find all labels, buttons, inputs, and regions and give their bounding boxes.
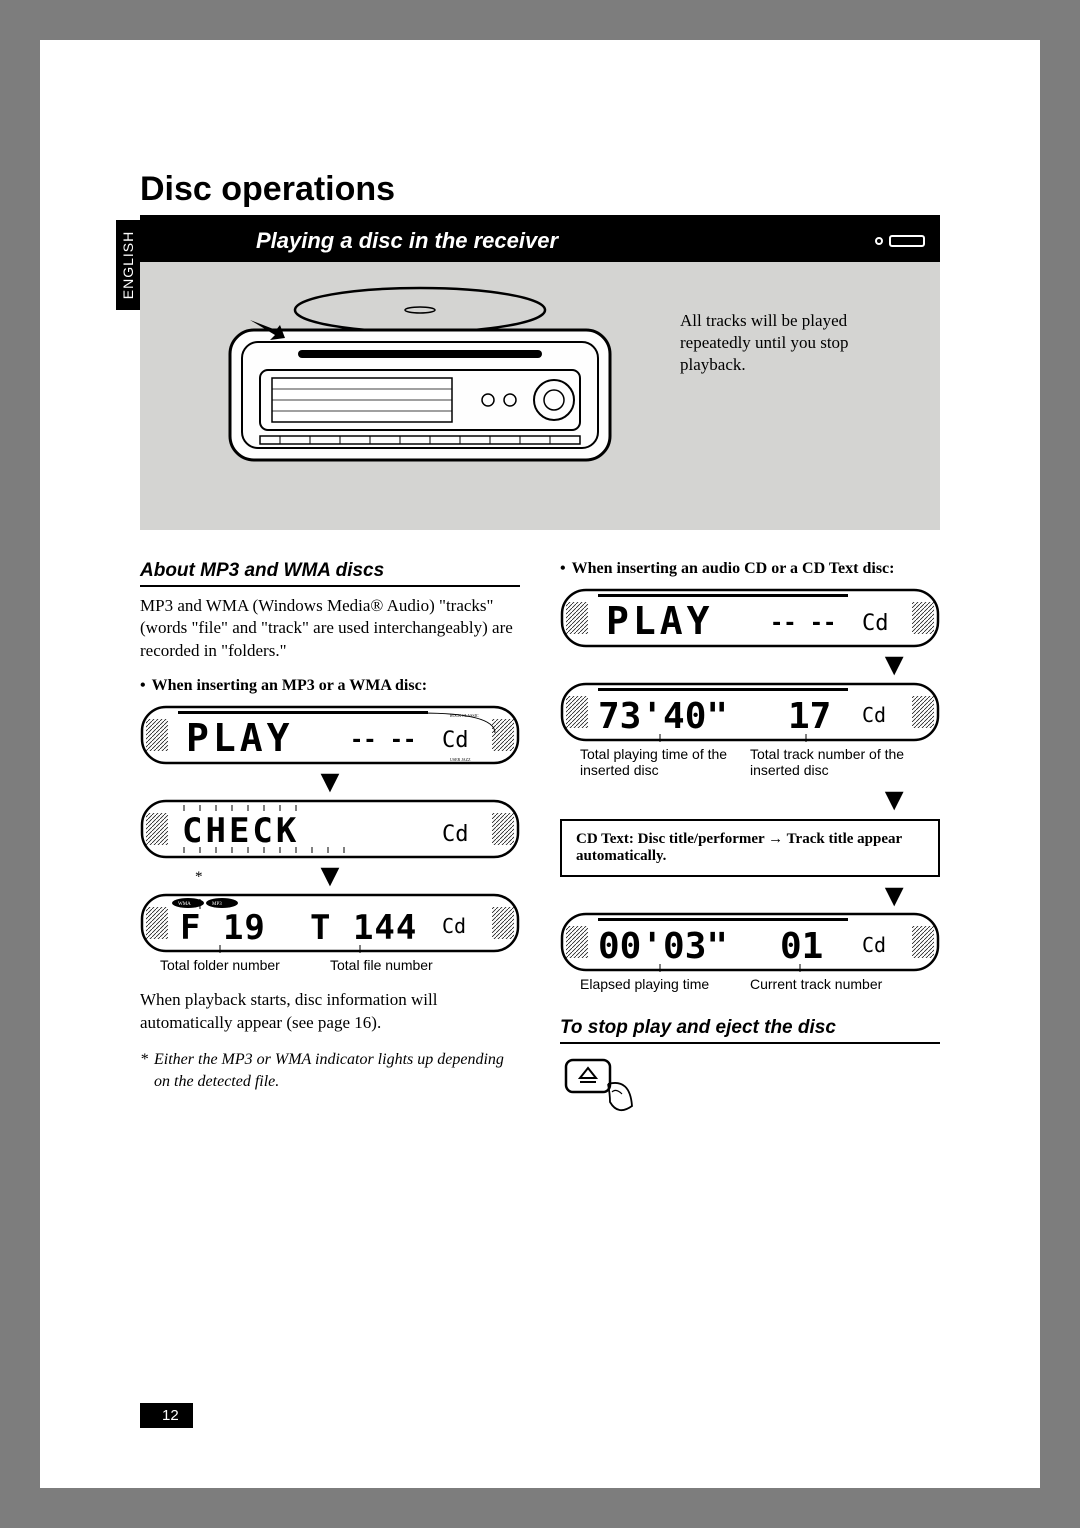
cd-text-box: CD Text: Disc title/performer → Track ti…: [560, 819, 940, 877]
caption-total-file: Total file number: [330, 957, 500, 974]
svg-text:-- --: -- --: [770, 611, 836, 636]
caption-elapsed: Elapsed playing time Current track numbe…: [560, 976, 940, 993]
svg-text:73'40": 73'40": [598, 696, 728, 737]
display-folder-file: WMA MP3 F 19 T 144 Cd: [140, 893, 520, 953]
svg-text:17: 17: [788, 696, 831, 737]
manual-page: Disc operations ENGLISH Playing a disc i…: [40, 40, 1040, 1488]
caption-playing-time: Total playing time of the inserted disc: [580, 746, 750, 780]
page-title: Disc operations: [140, 170, 940, 209]
svg-text:PLAY: PLAY: [186, 716, 294, 760]
mp3-wma-bullet: When inserting an MP3 or a WMA disc:: [140, 677, 520, 695]
page-number: 12: [140, 1403, 193, 1428]
disc-hole-icon: [875, 237, 883, 245]
mp3-wma-footnote: * Either the MP3 or WMA indicator lights…: [140, 1049, 520, 1092]
display-check: CHECK Cd: [140, 799, 520, 859]
content-columns: About MP3 and WMA discs MP3 and WMA (Win…: [140, 560, 940, 1129]
svg-text:Cd: Cd: [862, 933, 886, 957]
svg-text:-- --: -- --: [350, 728, 416, 753]
arrow-down-icon: ▼: [560, 883, 940, 909]
display-elapsed: 00'03" 01 Cd: [560, 912, 940, 972]
caption-total-time: Total playing time of the inserted disc …: [560, 746, 940, 780]
audio-cd-bullet: When inserting an audio CD or a CD Text …: [560, 560, 940, 578]
language-tab: ENGLISH: [116, 220, 140, 310]
arrow-down-icon: ▼: [560, 652, 940, 678]
bullet-text: When inserting an audio CD or a CD Text …: [572, 560, 895, 578]
svg-text:Cd: Cd: [442, 822, 469, 847]
footnote-text: Either the MP3 or WMA indicator lights u…: [154, 1049, 520, 1092]
svg-text:MP3: MP3: [212, 902, 222, 907]
language-label: ENGLISH: [120, 231, 136, 299]
hero-note-text: All tracks will be played repeatedly unt…: [680, 310, 910, 376]
svg-text:ROCK CLASSIC: ROCK CLASSIC: [450, 713, 479, 718]
caption-total-folder: Total folder number: [160, 957, 330, 974]
display-play-cd: PLAY -- -- Cd: [560, 588, 940, 648]
svg-text:Cd: Cd: [862, 611, 889, 636]
svg-text:01: 01: [780, 926, 823, 967]
svg-text:PLAY: PLAY: [606, 599, 714, 643]
receiver-illustration: [220, 280, 620, 485]
display-play-mp3: PLAY -- -- Cd USER JAZZ ROCK CLASSIC: [140, 705, 520, 765]
caption-folder-file: Total folder number Total file number: [140, 957, 520, 974]
svg-text:Cd: Cd: [442, 914, 466, 938]
display-total-time: 73'40" 17 Cd: [560, 682, 940, 742]
about-mp3-wma-heading: About MP3 and WMA discs: [140, 560, 520, 582]
svg-text:Cd: Cd: [442, 728, 469, 753]
svg-text:WMA: WMA: [178, 902, 191, 907]
disc-slot-icon: [860, 220, 940, 262]
arrow-down-icon: ▼: [140, 769, 520, 795]
hero-section: ENGLISH Playing a disc in the receiver: [140, 220, 940, 530]
svg-text:00'03": 00'03": [598, 926, 728, 967]
section-underline: [560, 1042, 940, 1044]
bullet-text: When inserting an MP3 or a WMA disc:: [152, 677, 427, 695]
right-column: When inserting an audio CD or a CD Text …: [560, 560, 940, 1129]
stop-eject-heading: To stop play and eject the disc: [560, 1017, 940, 1039]
arrow-down-icon: ▼: [560, 787, 940, 813]
caption-current-track: Current track number: [750, 976, 920, 993]
eject-button-illustration: [560, 1054, 940, 1129]
caption-track-number: Total track number of the inserted disc: [750, 746, 920, 780]
section-underline: [140, 585, 520, 587]
playback-info-text: When playback starts, disc information w…: [140, 989, 520, 1035]
svg-text:CHECK: CHECK: [182, 811, 299, 851]
left-column: About MP3 and WMA discs MP3 and WMA (Win…: [140, 560, 520, 1129]
svg-text:F 19: F 19: [180, 908, 266, 948]
mp3-wma-intro: MP3 and WMA (Windows Media® Audio) "trac…: [140, 595, 520, 664]
section-banner: Playing a disc in the receiver: [140, 220, 940, 262]
banner-text: Playing a disc in the receiver: [256, 228, 558, 254]
caption-elapsed-time: Elapsed playing time: [580, 976, 750, 993]
svg-text:T 144: T 144: [310, 908, 417, 948]
disc-slot-shape: [889, 235, 925, 247]
asterisk-marker: *: [195, 869, 203, 886]
svg-text:USER JAZZ: USER JAZZ: [450, 757, 471, 762]
asterisk: *: [140, 1049, 148, 1092]
svg-text:Cd: Cd: [862, 703, 886, 727]
